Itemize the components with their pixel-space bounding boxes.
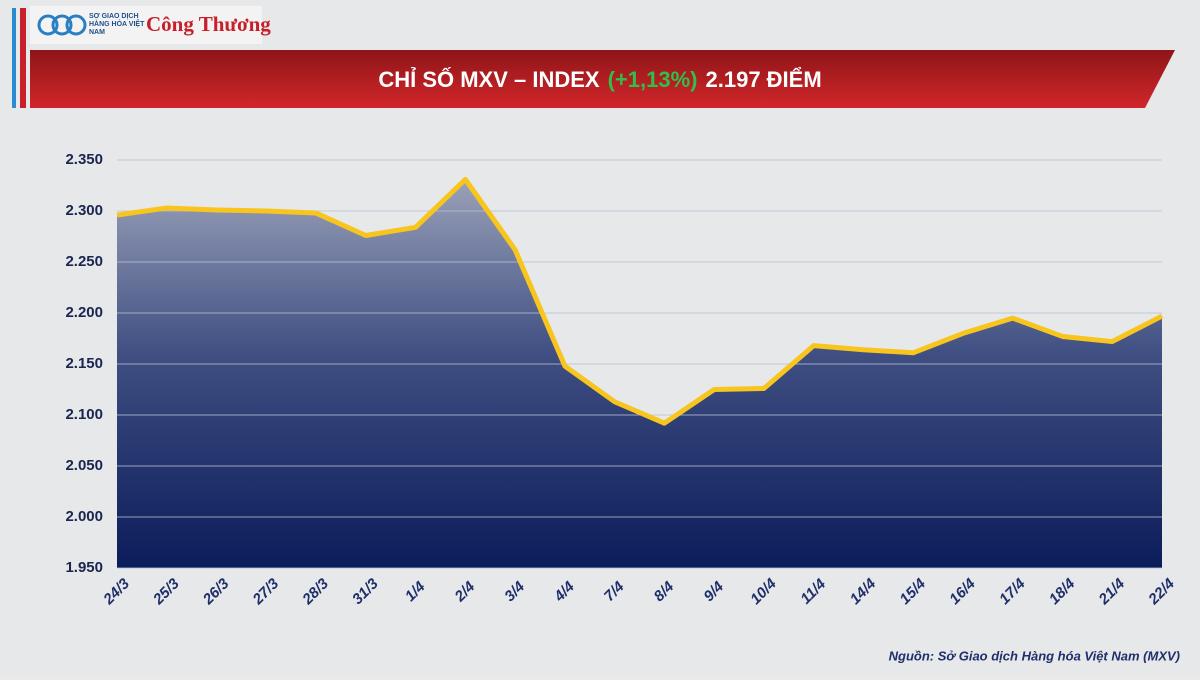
y-tick-label: 2.150 [65,355,103,372]
y-tick-label: 2.050 [65,457,103,474]
logo-box [30,6,262,44]
title-main: CHỈ SỐ MXV – INDEX [378,66,600,92]
area-fill [117,179,1162,568]
title-change: (+1,13%) [608,67,698,92]
y-tick-label: 2.250 [65,253,103,270]
y-tick-label: 2.200 [65,304,103,321]
y-tick-label: 2.000 [65,508,103,525]
logo-text: SỞ GIAO DỊCH HÀNG HÓA VIỆT NAM [89,13,145,36]
title-banner [30,50,1175,108]
y-tick-label: 1.950 [65,559,103,576]
side-bar [12,8,16,108]
source: Nguồn: Sở Giao dịch Hàng hóa Việt Nam (M… [889,648,1180,663]
y-tick-label: 2.350 [65,151,103,168]
title-value: 2.197 ĐIỂM [706,67,822,92]
logo-text-box: SỞ GIAO DỊCH HÀNG HÓA VIỆT NAM [89,13,145,36]
brand: Công Thương [146,12,271,36]
logo-icon [37,14,87,36]
chart-title: CHỈ SỐ MXV – INDEX (+1,13%) 2.197 ĐIỂM [378,66,821,92]
line [116,176,1164,426]
side-bar [20,8,26,108]
y-tick-label: 2.300 [65,202,103,219]
y-tick-label: 2.100 [65,406,103,423]
